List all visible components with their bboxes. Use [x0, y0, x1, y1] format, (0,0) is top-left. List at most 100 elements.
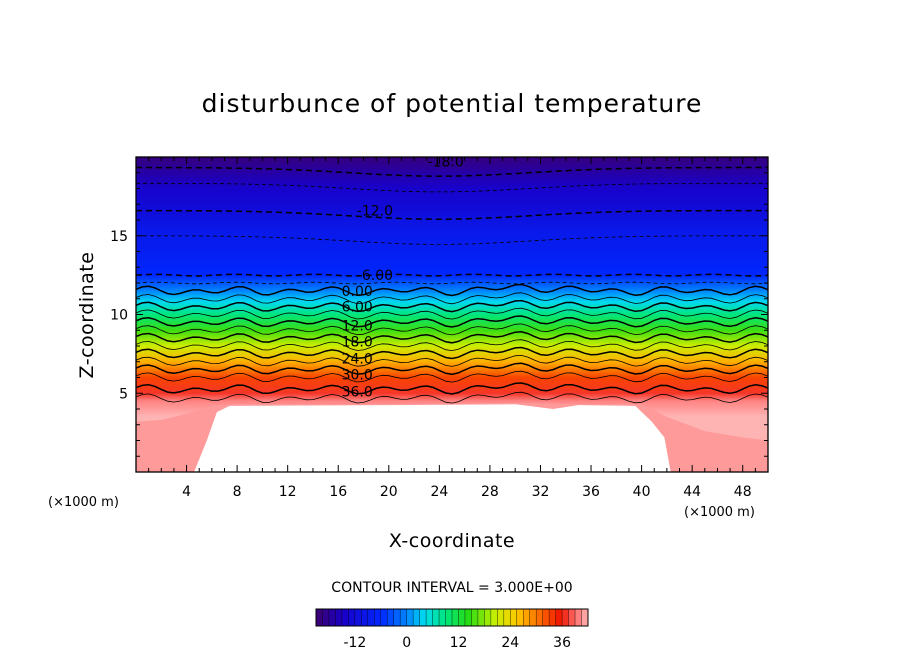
- x-tick-label: 4: [182, 484, 191, 500]
- colorbar-swatch: [581, 609, 589, 626]
- contour-label: 12.0: [342, 319, 373, 335]
- contour-labels: -18.0 -12.0 -6.000.006.00 12.018.0 24.030.0 3…: [342, 155, 464, 401]
- colorbar-swatch: [393, 609, 401, 626]
- colorbar-swatch: [348, 609, 356, 626]
- y-axis-ticks: 5 10 15: [110, 172, 768, 457]
- contour-line: [136, 281, 768, 285]
- colorbar-swatch: [361, 609, 369, 626]
- colorbar-swatch: [529, 609, 537, 626]
- y-tick-label: 5: [119, 386, 128, 402]
- contour-line: [136, 235, 768, 245]
- colorbar-swatch: [354, 609, 362, 626]
- colorbar-swatch: [464, 609, 472, 626]
- colorbar-swatch: [374, 609, 382, 626]
- contour-line: [136, 273, 768, 277]
- colorbar-swatch: [439, 609, 446, 626]
- colorbar-swatch: [536, 609, 543, 626]
- contour-label: -6.00: [357, 268, 393, 284]
- colorbar-tick-label: 12: [450, 635, 468, 651]
- contour-line: [136, 362, 768, 376]
- contour-line: [136, 354, 768, 367]
- colorbar-swatch: [458, 609, 466, 626]
- colorbar-swatch: [484, 609, 492, 626]
- colorbar-swatch: [432, 609, 440, 626]
- colorbar-swatch: [380, 609, 388, 626]
- colorbar-swatch: [322, 609, 330, 626]
- contour-interval-note: CONTOUR INTERVAL = 3.000E+00: [331, 580, 572, 596]
- contour-line: [136, 323, 768, 336]
- colorbar-swatch: [523, 609, 531, 626]
- y-axis-label: Z-coordinate: [76, 252, 98, 379]
- colorbar-swatch: [452, 609, 459, 626]
- contour-line: [136, 166, 768, 177]
- x-tick-label: 40: [633, 484, 651, 500]
- colorbar-swatch: [575, 609, 582, 626]
- y-tick-label: 10: [110, 308, 128, 324]
- x-axis-unit: (×1000 m): [684, 505, 755, 520]
- x-axis-label: X-coordinate: [389, 530, 515, 552]
- contour-label: -12.0: [357, 204, 393, 220]
- contour-label: 0.00: [342, 284, 373, 300]
- y-axis-unit: (×1000 m): [48, 495, 119, 510]
- colorbar-tick-label: 36: [553, 635, 571, 651]
- contour-line: [136, 182, 768, 193]
- plot-area: -18.0 -12.0 -6.000.006.00 12.018.0 24.030.0 3…: [136, 155, 768, 472]
- colorbar-swatch: [516, 609, 524, 626]
- colorbar-swatch: [406, 609, 414, 626]
- x-tick-label: 12: [279, 484, 297, 500]
- contour-line: [136, 391, 768, 404]
- colorbar-swatch: [555, 609, 563, 626]
- contour-line: [136, 346, 768, 360]
- contour-label: 24.0: [342, 352, 373, 368]
- colorbar-swatch: [497, 609, 505, 626]
- colorbar-swatch: [316, 609, 323, 626]
- colorbar-swatch: [335, 609, 343, 626]
- contour-line: [136, 209, 768, 220]
- colorbar-swatch: [549, 609, 556, 626]
- contour-label: 6.00: [342, 300, 373, 316]
- colorbar-tick-label: -12: [343, 635, 366, 651]
- colorbar-swatch: [477, 609, 485, 626]
- contour-label: 18.0: [342, 334, 373, 350]
- colorbar-swatch: [562, 609, 569, 626]
- colorbar-swatch: [542, 609, 550, 626]
- colorbar-swatch: [413, 609, 420, 626]
- colorbar-swatch: [328, 609, 336, 626]
- contour-line: [136, 315, 768, 328]
- colorbar-swatch: [445, 609, 453, 626]
- colorbar-swatch: [426, 609, 433, 626]
- contour-lines: [136, 166, 768, 404]
- x-tick-label: 48: [734, 484, 752, 500]
- colorbar-frame: [315, 608, 589, 627]
- contour-line: [136, 299, 768, 313]
- colorbar-tick-label: 24: [501, 635, 519, 651]
- colorbar-tick-label: 0: [402, 635, 411, 651]
- colorbar-swatch: [400, 609, 407, 626]
- x-tick-label: 36: [582, 484, 600, 500]
- x-tick-label: 8: [233, 484, 242, 500]
- x-axis-ticks: 4 8 12 16 20 24 28 32 36 40 44 48: [148, 157, 756, 500]
- x-tick-label: 16: [329, 484, 347, 500]
- contour-line: [136, 382, 768, 395]
- colorbar: [315, 608, 589, 627]
- colorbar-swatch: [471, 609, 479, 626]
- x-tick-label: 24: [430, 484, 448, 500]
- chart-title: disturbunce of potential temperature: [202, 89, 703, 118]
- y-tick-label: 15: [110, 229, 128, 245]
- colorbar-swatch: [419, 609, 427, 626]
- contour-line: [136, 283, 768, 297]
- contour-line: [136, 292, 768, 305]
- contour-line: [136, 339, 768, 352]
- colorbar-swatch: [367, 609, 375, 626]
- contour-line: [136, 331, 768, 344]
- contour-label: -18.0: [428, 155, 464, 171]
- contour-label: 36.0: [342, 385, 373, 401]
- colorbar-swatch: [490, 609, 498, 626]
- x-tick-label: 32: [532, 484, 550, 500]
- masked-surface-region: [194, 404, 671, 472]
- contour-line: [136, 370, 768, 383]
- contour-label: 30.0: [342, 367, 373, 383]
- colorbar-swatch: [510, 609, 518, 626]
- colorbar-swatch: [341, 609, 349, 626]
